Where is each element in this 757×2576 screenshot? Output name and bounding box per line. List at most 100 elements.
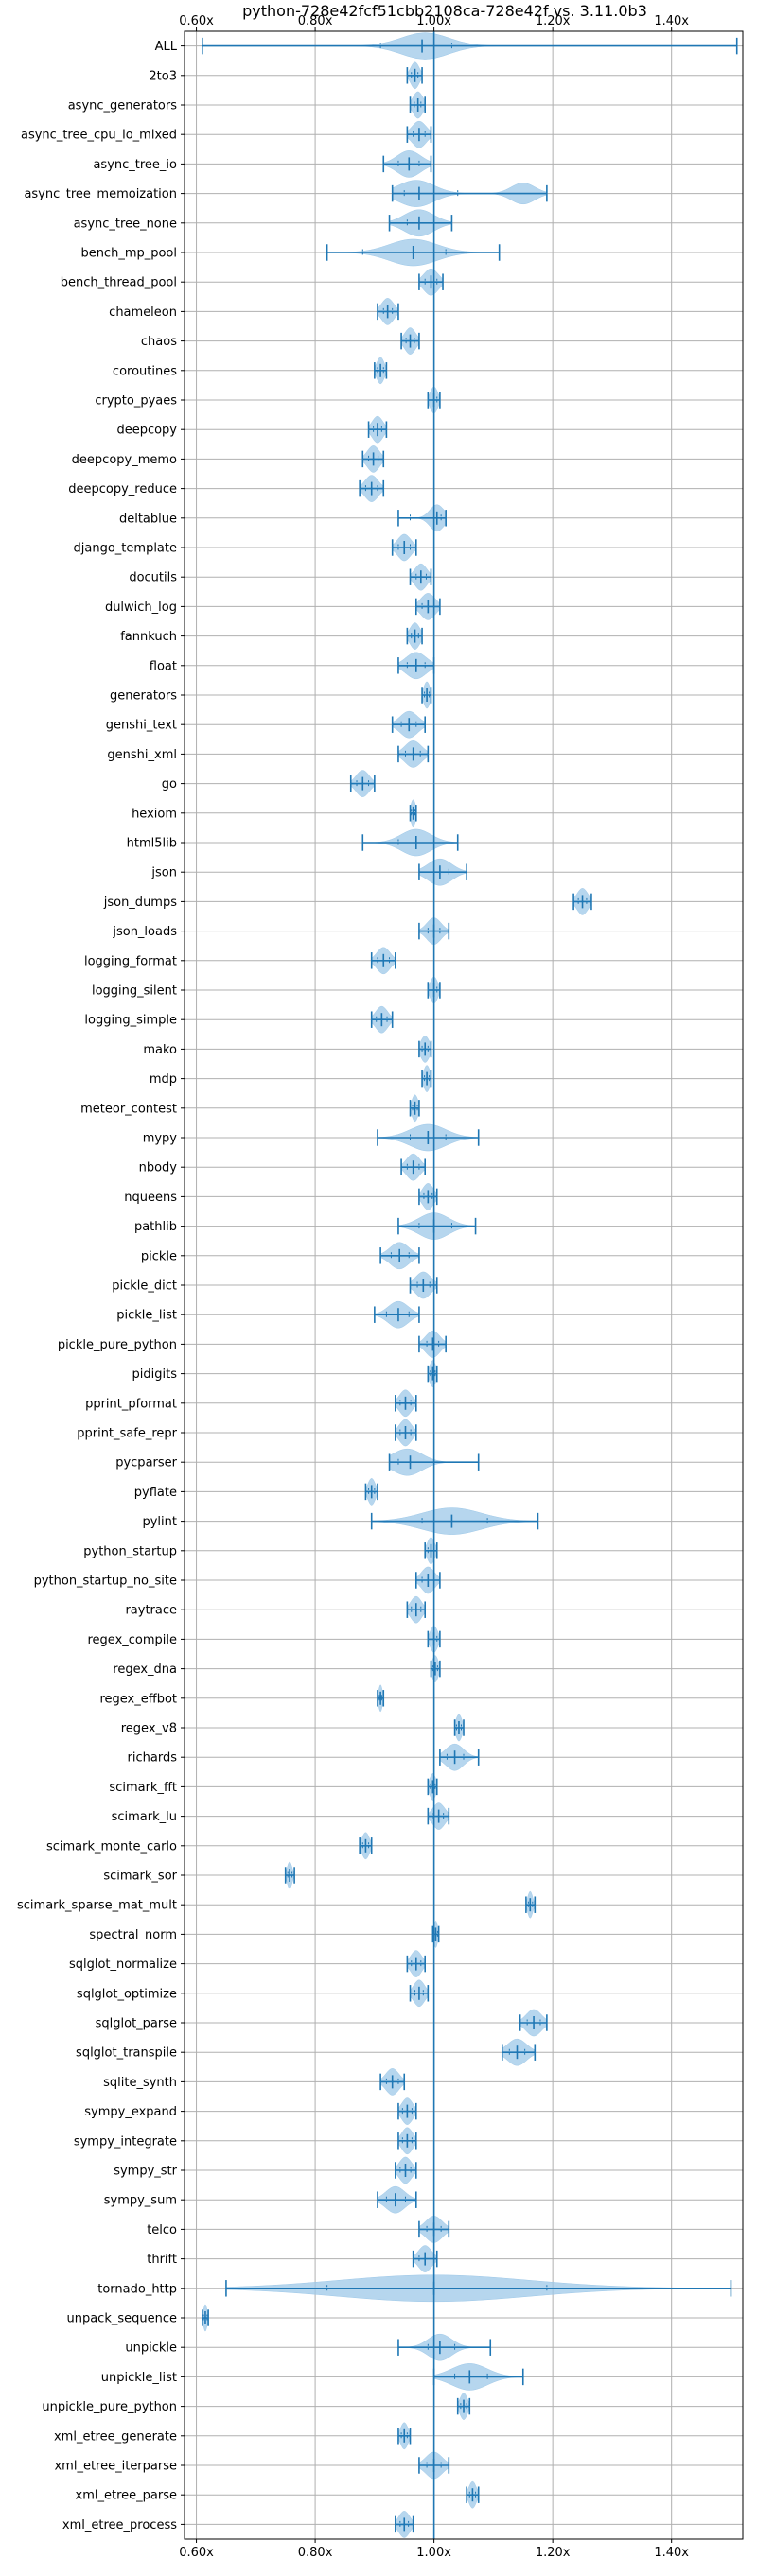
category-label: deepcopy_memo (72, 453, 177, 467)
bottom-x-tick-label: 1.40x (654, 2546, 689, 2560)
category-label: pycparser (115, 1456, 177, 1471)
category-label: telco (147, 2223, 177, 2237)
category-label: sympy_sum (104, 2194, 177, 2208)
category-label: genshi_xml (107, 748, 177, 762)
category-label: django_template (74, 542, 177, 556)
category-label: richards (128, 1751, 178, 1766)
category-label: pickle_list (116, 1309, 177, 1323)
category-label: xml_etree_iterparse (54, 2460, 177, 2474)
top-x-tick-label: 1.20x (536, 14, 571, 28)
category-label: pickle_dict (112, 1279, 177, 1294)
category-label: generators (110, 689, 177, 704)
category-label: xml_etree_generate (54, 2429, 177, 2444)
category-label: meteor_contest (80, 1102, 177, 1116)
category-label: logging_simple (84, 1014, 177, 1028)
category-label: pickle_pure_python (58, 1338, 177, 1352)
category-label: pylint (142, 1515, 177, 1529)
category-label: sympy_integrate (74, 2134, 177, 2149)
bottom-x-tick-label: 0.60x (179, 2546, 214, 2560)
category-label: scimark_fft (109, 1781, 177, 1795)
category-label: pprint_safe_repr (77, 1427, 177, 1441)
top-x-tick-label: 1.00x (416, 14, 451, 28)
category-label: sympy_expand (84, 2105, 177, 2119)
category-label: sqlglot_optimize (77, 1987, 177, 2001)
category-label: async_tree_none (74, 217, 177, 231)
violin-layer (202, 32, 738, 2538)
plot-frame (184, 30, 744, 2540)
category-label: mako (143, 1043, 177, 1057)
category-label: async_tree_memoization (24, 187, 177, 201)
category-label: thrift (147, 2253, 177, 2267)
category-label: regex_v8 (121, 1722, 177, 1736)
bottom-x-tick-label: 0.80x (298, 2546, 333, 2560)
category-label: pickle (141, 1249, 177, 1263)
category-label: hexiom (132, 807, 177, 821)
category-label: genshi_text (106, 719, 177, 733)
category-label: scimark_sor (103, 1870, 177, 1884)
category-label: async_tree_cpu_io_mixed (21, 129, 177, 143)
category-label: float (150, 659, 177, 673)
category-label: unpickle_pure_python (42, 2400, 177, 2414)
category-label: spectral_norm (89, 1928, 177, 1942)
category-label: json (150, 866, 177, 880)
category-label-layer: ALL 2to3 async_generators async_tree_cpu_io… (17, 40, 185, 2532)
category-label: logging_silent (92, 984, 177, 999)
category-label: coroutines (113, 364, 177, 378)
category-label: bench_thread_pool (61, 276, 177, 290)
category-label: python_startup_no_site (34, 1575, 177, 1589)
category-label: sqlite_synth (103, 2076, 177, 2090)
category-label: pprint_pformat (85, 1397, 177, 1411)
category-label: 2to3 (149, 69, 177, 83)
category-label: crypto_pyaes (95, 394, 177, 409)
category-label: mypy (143, 1132, 178, 1146)
top-x-tick-label: 1.40x (654, 14, 689, 28)
category-label: async_tree_io (93, 158, 177, 172)
category-label: raytrace (125, 1604, 177, 1618)
category-label: ALL (155, 40, 178, 54)
category-label: fannkuch (120, 630, 177, 644)
category-label: mdp (150, 1072, 177, 1087)
category-label: scimark_lu (112, 1810, 177, 1824)
category-label: scimark_monte_carlo (46, 1839, 177, 1854)
category-label: xml_etree_parse (76, 2489, 177, 2503)
category-label: regex_dna (113, 1662, 177, 1677)
category-label: regex_compile (87, 1633, 177, 1647)
category-label: chaos (141, 335, 177, 349)
category-label: chameleon (109, 305, 177, 320)
category-label: html5lib (127, 837, 177, 851)
category-label: sqlglot_normalize (69, 1958, 177, 1972)
category-label: deltablue (119, 512, 177, 526)
category-label: nqueens (124, 1191, 177, 1205)
category-label: xml_etree_process (62, 2518, 177, 2532)
x-tick-layer: 0.60x 0.60x 0.80x 0.80x 1.00x 1.00x 1.20x 1.20x… (179, 14, 689, 2560)
category-label: unpickle_list (101, 2371, 177, 2385)
category-label: deepcopy (116, 424, 177, 438)
category-label: unpickle (125, 2341, 177, 2356)
bottom-x-tick-label: 1.00x (416, 2546, 451, 2560)
category-label: python_startup (83, 1544, 177, 1558)
category-label: go (162, 777, 177, 792)
category-label: async_generators (68, 99, 178, 113)
category-label: docutils (129, 571, 177, 585)
category-label: pyflate (134, 1486, 177, 1500)
bottom-x-tick-label: 1.20x (536, 2546, 571, 2560)
category-label: json_dumps (103, 896, 177, 910)
category-label: dulwich_log (105, 600, 177, 615)
category-label: logging_format (84, 954, 177, 968)
category-label: sympy_str (114, 2165, 177, 2179)
chart-title: python-728e42fcf51cbb2108ca-728e42f vs. … (242, 2, 647, 20)
category-label: pidigits (132, 1367, 178, 1382)
category-label: pathlib (134, 1220, 177, 1234)
category-label: json_loads (112, 925, 177, 939)
category-label: regex_effbot (99, 1692, 177, 1706)
top-x-tick-label: 0.60x (179, 14, 214, 28)
category-label: scimark_sparse_mat_mult (17, 1899, 177, 1913)
category-label: tornado_http (97, 2282, 177, 2296)
category-label: deepcopy_reduce (68, 482, 177, 496)
category-label: sqlglot_transpile (76, 2046, 177, 2061)
top-x-tick-label: 0.80x (298, 14, 333, 28)
category-label: unpack_sequence (66, 2312, 177, 2326)
category-label: nbody (139, 1161, 178, 1175)
